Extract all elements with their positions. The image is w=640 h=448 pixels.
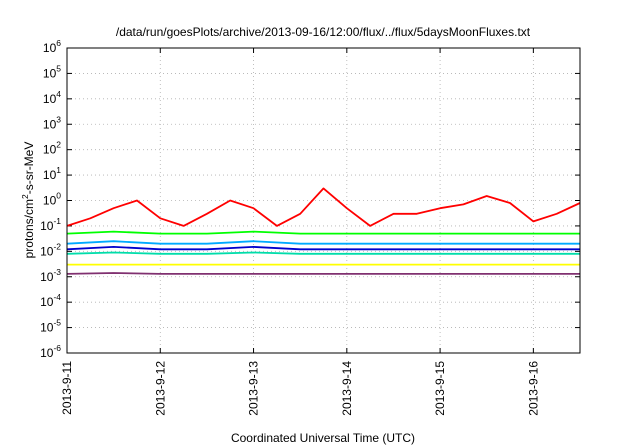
series-line xyxy=(66,187,581,227)
series-line xyxy=(66,230,580,235)
y-tick-label: 105 xyxy=(43,63,61,80)
y-tick-label: 10-3 xyxy=(40,267,61,284)
y-tick-label: 102 xyxy=(43,140,61,157)
y-tick-labels: 10-6 10-5 10-4 10-3 10-2 10-1 100 101 102 103 104 1… xyxy=(40,38,61,360)
plot-frame xyxy=(66,47,581,354)
x-tick-label: 2013-9-13 xyxy=(247,361,261,416)
x-axis-label: Coordinated Universal Time (UTC) xyxy=(231,431,415,445)
x-tick-label: 2013-9-11 xyxy=(60,361,74,415)
y-tick-label: 10-1 xyxy=(40,216,61,233)
series-line xyxy=(66,251,580,255)
x-tick-label: 2013-9-15 xyxy=(433,361,447,416)
y-axis-label: protons/cm2-s-sr-MeV xyxy=(20,142,36,259)
x-tick-label: 2013-9-12 xyxy=(153,361,167,416)
y-tick-label: 10-6 xyxy=(40,343,61,360)
series-lines xyxy=(66,187,581,275)
x-tick-label: 2013-9-16 xyxy=(526,361,540,416)
series-line xyxy=(66,240,580,245)
y-tick-label: 106 xyxy=(43,38,61,55)
series-line xyxy=(66,272,580,275)
y-tick-label: 10-5 xyxy=(40,318,61,335)
y-tick-label: 104 xyxy=(43,89,61,106)
y-tick-label: 103 xyxy=(43,114,61,131)
y-tick-label: 10-4 xyxy=(40,292,61,309)
chart-title: /data/run/goesPlots/archive/2013-09-16/1… xyxy=(116,25,531,39)
y-tick-label: 10-2 xyxy=(40,241,61,258)
x-tick-label: 2013-9-14 xyxy=(340,361,354,416)
y-tick-label: 100 xyxy=(43,191,61,208)
y-tick-label: 101 xyxy=(43,165,61,182)
series-line xyxy=(66,245,580,251)
grid xyxy=(66,47,580,354)
x-tick-labels: 2013-9-11 2013-9-12 2013-9-13 2013-9-14 2013… xyxy=(60,361,540,416)
